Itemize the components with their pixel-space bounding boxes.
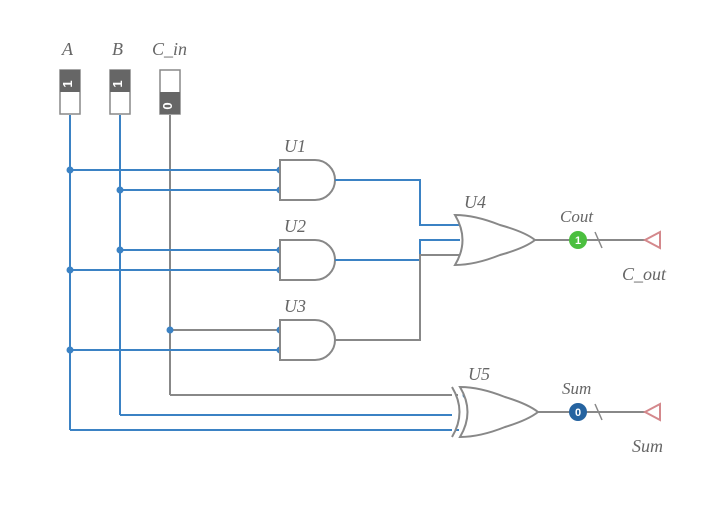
gate-u2-label: U2 [284,216,306,236]
output-cout-label: C_out [622,264,667,284]
gate-u4: U4 [455,192,545,265]
gate-u5-label: U5 [468,364,490,384]
probe-sum-label: Sum [562,379,591,398]
gate-u4-label: U4 [464,192,486,212]
switch-b[interactable]: 1 B [110,39,130,114]
gate-u2: U2 [280,216,350,280]
svg-text:0: 0 [160,102,175,109]
probe-cout: 1 Cout [560,207,594,249]
output-sum-label: Sum [632,436,663,456]
gate-u1-label: U1 [284,136,306,156]
node [67,167,74,174]
svg-text:1: 1 [575,235,581,247]
switch-a-label: A [61,39,74,59]
svg-text:0: 0 [575,407,581,419]
switch-b-label: B [112,39,123,59]
probe-sum: 0 Sum [562,379,591,421]
gate-u5: U5 [452,364,545,437]
wire-u2-out [350,240,460,260]
switch-cin[interactable]: 0 C_in [152,39,187,114]
node [117,187,124,194]
node [167,327,174,334]
node [67,347,74,354]
node [117,247,124,254]
node [67,267,74,274]
full-adder-diagram: 1 A 1 B 0 C_in U1 U2 U3 U4 [0,0,714,510]
wire-u1-out [350,180,462,225]
wire-u3-out [350,255,462,340]
gate-u3-label: U3 [284,296,306,316]
switch-cin-label: C_in [152,39,187,59]
gate-u3: U3 [280,296,350,360]
svg-text:1: 1 [110,80,125,87]
switch-a[interactable]: 1 A [60,39,80,114]
probe-cout-label: Cout [560,207,594,226]
gate-u1: U1 [280,136,350,200]
svg-text:1: 1 [60,80,75,87]
